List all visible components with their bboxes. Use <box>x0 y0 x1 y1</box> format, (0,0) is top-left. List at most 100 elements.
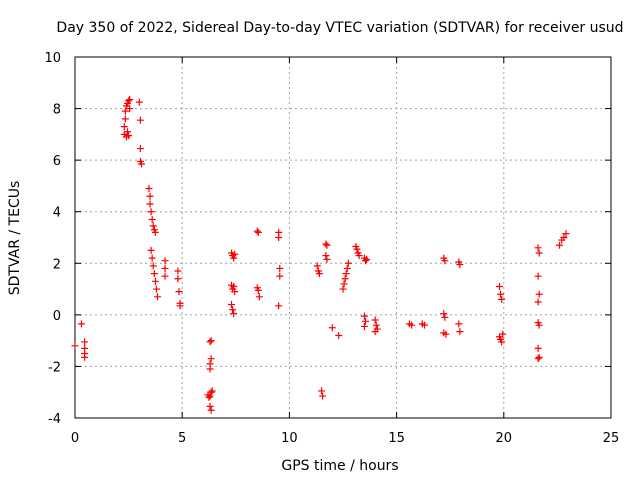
data-point <box>146 192 154 200</box>
data-point <box>125 132 133 140</box>
data-point <box>255 293 263 301</box>
data-point <box>341 275 349 283</box>
data-point <box>498 338 506 346</box>
data-point <box>229 306 237 314</box>
data-point <box>371 316 379 324</box>
data-point <box>150 270 158 278</box>
data-point <box>207 406 215 414</box>
data-point <box>363 255 371 263</box>
data-point <box>535 321 543 329</box>
data-point <box>228 301 236 309</box>
data-point <box>313 262 321 270</box>
y-tick-label: 10 <box>44 51 61 66</box>
y-tick-label: 0 <box>53 309 61 324</box>
data-point <box>136 116 144 124</box>
data-point <box>152 285 160 293</box>
data-point <box>534 272 542 280</box>
x-tick-label: 20 <box>496 431 513 446</box>
y-tick-label: 4 <box>53 206 61 221</box>
data-point <box>535 249 543 257</box>
data-point <box>323 255 331 263</box>
data-point <box>81 338 89 346</box>
data-point <box>71 342 79 350</box>
data-point <box>206 338 214 346</box>
data-point <box>230 282 238 290</box>
y-tick-label: -2 <box>48 360 61 375</box>
data-point <box>137 160 145 168</box>
data-point <box>322 252 330 260</box>
x-tick-label: 25 <box>603 431 620 446</box>
x-tick-label: 5 <box>178 431 186 446</box>
data-point <box>206 392 214 400</box>
data-point <box>534 298 542 306</box>
data-point <box>534 244 542 252</box>
data-point <box>231 288 239 296</box>
data-point <box>534 355 542 363</box>
data-point <box>161 272 169 280</box>
data-point <box>148 254 156 262</box>
data-point <box>328 324 336 332</box>
data-point <box>360 322 368 330</box>
data-point <box>440 310 448 318</box>
axis-ticks: 0 5 10 15 20 25 -4 -2 0 2 4 6 8 10 <box>44 51 619 446</box>
y-axis-label: SDTVAR / TECUs <box>7 181 23 296</box>
data-point <box>275 302 283 310</box>
data-point <box>275 234 283 241</box>
data-point <box>318 387 326 395</box>
data-point <box>534 344 542 352</box>
data-point <box>149 262 157 270</box>
data-point <box>208 387 216 395</box>
data-point <box>315 270 323 278</box>
grid <box>75 57 611 418</box>
data-point <box>136 145 144 153</box>
data-point <box>126 96 134 104</box>
data-point <box>556 241 564 249</box>
data-point <box>344 259 352 267</box>
y-tick-label: 6 <box>53 154 61 169</box>
data-point <box>231 250 239 258</box>
data-point <box>408 321 416 329</box>
data-point <box>206 402 214 410</box>
data-point <box>230 310 238 318</box>
data-point <box>355 252 363 260</box>
data-point <box>206 360 214 368</box>
data-point <box>319 392 327 400</box>
data-point <box>340 280 348 288</box>
data-point <box>121 115 129 123</box>
data-point <box>81 353 89 361</box>
x-tick-label: 15 <box>388 431 405 446</box>
data-point <box>362 257 370 265</box>
data-point <box>254 286 262 294</box>
data-point <box>497 290 505 298</box>
data-point <box>276 264 284 272</box>
data-point <box>151 277 159 285</box>
data-point <box>371 328 379 336</box>
data-point <box>207 355 215 363</box>
data-point <box>360 312 368 320</box>
data-point <box>161 264 169 272</box>
data-points <box>71 96 570 414</box>
data-point <box>342 270 350 278</box>
data-point <box>253 227 261 235</box>
data-point <box>154 293 162 301</box>
data-point <box>147 246 155 254</box>
data-point <box>145 185 153 193</box>
data-point <box>442 330 450 338</box>
y-tick-label: 2 <box>53 257 61 272</box>
data-point <box>176 302 184 310</box>
data-point <box>562 230 570 238</box>
data-point <box>362 317 370 325</box>
data-point <box>498 295 506 303</box>
data-point <box>499 330 507 338</box>
data-point <box>353 245 361 253</box>
data-point <box>147 208 155 216</box>
data-point <box>441 313 449 321</box>
data-point <box>207 388 215 396</box>
data-point <box>322 240 330 248</box>
data-point <box>276 272 284 280</box>
data-point <box>175 288 183 296</box>
plot-frame <box>74 56 612 419</box>
data-point <box>126 105 134 113</box>
data-point <box>456 328 464 336</box>
